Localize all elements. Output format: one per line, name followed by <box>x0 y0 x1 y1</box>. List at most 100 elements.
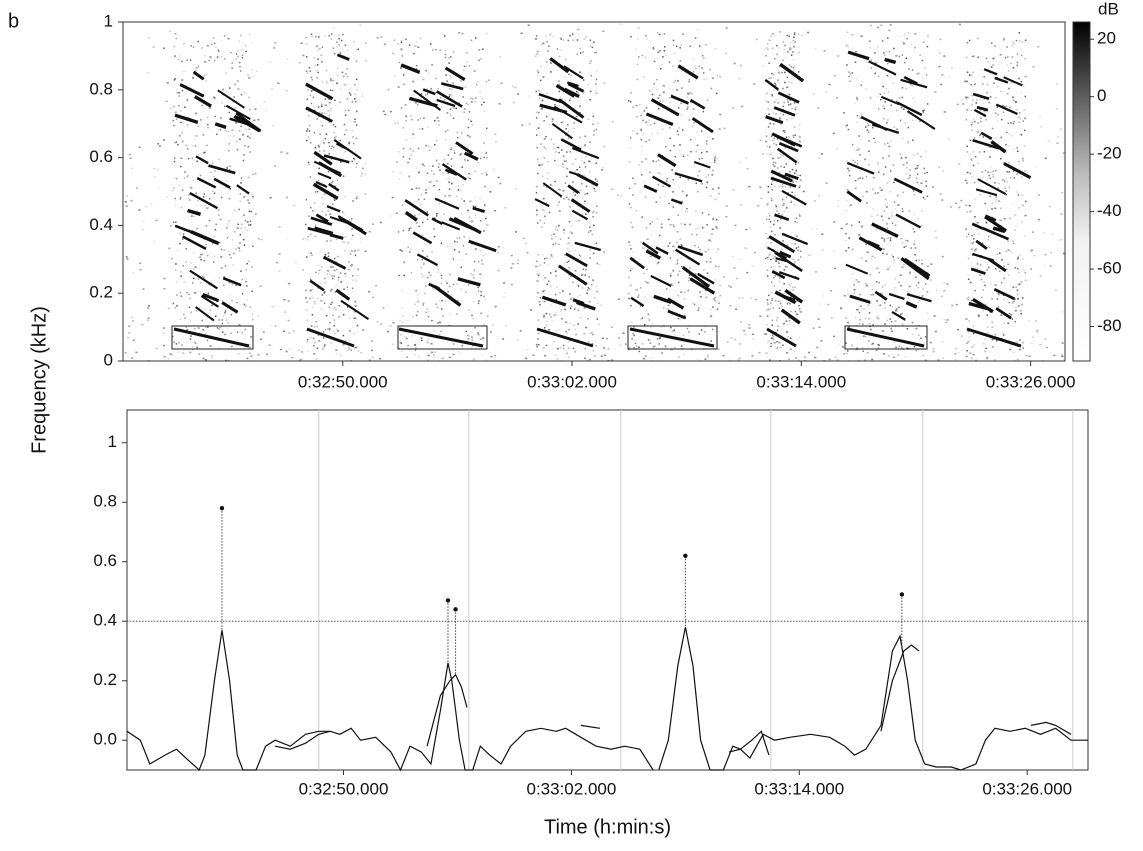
noise <box>227 237 229 239</box>
noise <box>231 67 233 69</box>
noise <box>330 78 332 80</box>
noise <box>544 157 546 159</box>
noise <box>415 102 417 104</box>
noise <box>888 355 890 357</box>
noise <box>266 354 268 356</box>
noise <box>407 247 409 249</box>
noise <box>1017 284 1019 286</box>
noise <box>468 119 470 121</box>
noise <box>436 140 438 142</box>
noise <box>901 157 903 159</box>
noise <box>552 256 554 258</box>
y-tick-label: 0.8 <box>89 79 113 98</box>
noise <box>770 77 772 79</box>
noise <box>921 225 923 227</box>
noise <box>734 225 736 227</box>
noise <box>338 279 340 281</box>
noise <box>795 164 797 166</box>
noise <box>561 318 563 320</box>
noise <box>536 192 538 194</box>
noise <box>770 63 772 65</box>
noise <box>853 284 855 286</box>
noise <box>877 214 879 216</box>
noise <box>418 199 420 201</box>
noise <box>174 161 176 163</box>
noise <box>1013 67 1015 69</box>
noise <box>207 117 209 119</box>
noise <box>542 209 544 211</box>
noise <box>555 271 557 273</box>
noise <box>421 340 423 342</box>
noise <box>212 243 214 245</box>
noise <box>325 132 327 134</box>
noise <box>173 221 175 223</box>
call-stroke <box>889 294 904 299</box>
noise <box>771 300 773 302</box>
noise <box>664 46 666 48</box>
noise <box>399 249 401 251</box>
noise <box>677 263 679 265</box>
noise <box>971 74 973 76</box>
noise <box>480 338 482 340</box>
noise <box>684 224 686 226</box>
noise <box>1048 140 1050 142</box>
noise <box>539 301 541 303</box>
noise <box>943 282 945 284</box>
noise <box>283 299 285 301</box>
noise <box>588 341 590 343</box>
noise <box>770 123 772 125</box>
noise <box>546 93 548 95</box>
noise <box>1006 171 1008 173</box>
noise <box>968 274 970 276</box>
noise <box>790 311 792 313</box>
noise <box>766 242 768 244</box>
noise <box>563 232 565 234</box>
noise <box>174 46 176 48</box>
noise <box>691 233 693 235</box>
noise <box>349 317 351 319</box>
noise <box>325 138 327 140</box>
noise <box>1016 191 1018 193</box>
noise <box>771 189 773 191</box>
noise <box>412 150 414 152</box>
noise <box>882 286 884 288</box>
noise <box>927 103 929 105</box>
noise <box>648 314 650 316</box>
noise <box>333 330 335 332</box>
noise <box>555 314 557 316</box>
noise <box>239 41 241 43</box>
noise <box>436 215 438 217</box>
noise <box>666 288 668 290</box>
noise <box>973 165 975 167</box>
noise <box>968 279 970 281</box>
noise <box>572 181 574 183</box>
noise <box>1040 276 1042 278</box>
noise <box>195 266 197 268</box>
noise <box>659 50 661 52</box>
noise <box>818 195 820 197</box>
noise <box>750 297 752 299</box>
noise <box>417 301 419 303</box>
noise <box>307 236 309 238</box>
noise <box>901 107 903 109</box>
noise <box>803 191 805 193</box>
noise <box>258 238 260 240</box>
noise <box>1008 274 1010 276</box>
noise <box>941 341 943 343</box>
noise <box>913 194 915 196</box>
noise <box>510 267 512 269</box>
noise <box>552 121 554 123</box>
noise <box>987 314 989 316</box>
noise <box>439 322 441 324</box>
noise <box>641 129 643 131</box>
noise <box>428 166 430 168</box>
noise <box>806 357 808 359</box>
noise <box>196 292 198 294</box>
noise <box>239 250 241 252</box>
noise <box>311 77 313 79</box>
noise <box>687 92 689 94</box>
noise <box>594 243 596 245</box>
noise <box>231 62 233 64</box>
noise <box>228 220 230 222</box>
noise <box>669 88 671 90</box>
